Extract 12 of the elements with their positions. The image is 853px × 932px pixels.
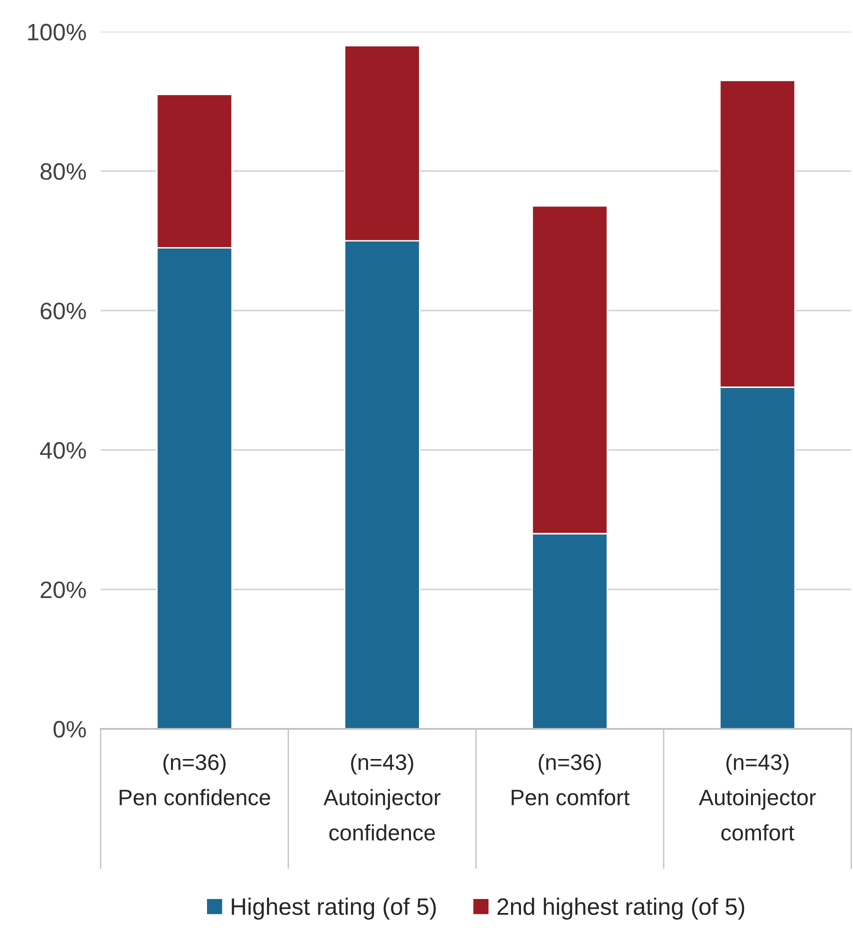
x-tick-label: (n=36) Pen confidence [120,754,270,806]
x-tick-label: (n=43) Autoinjector confidence [324,754,440,841]
y-tick-label: 0% [54,720,86,738]
y-tick-label: 20% [40,581,86,598]
y-tick-label: 40% [40,442,86,459]
x-tick-label: (n=36) Pen comfort [512,754,630,806]
legend-label: Highest rating (of 5) [232,898,436,920]
y-tick-label: 60% [40,302,86,320]
y-tick-label: 100% [28,24,86,40]
x-tick-label: (n=43) Autoinjector comfort [698,754,816,841]
legend-label: 2nd highest rating (of 5) [497,898,744,920]
y-tick-label: 80% [40,163,86,180]
